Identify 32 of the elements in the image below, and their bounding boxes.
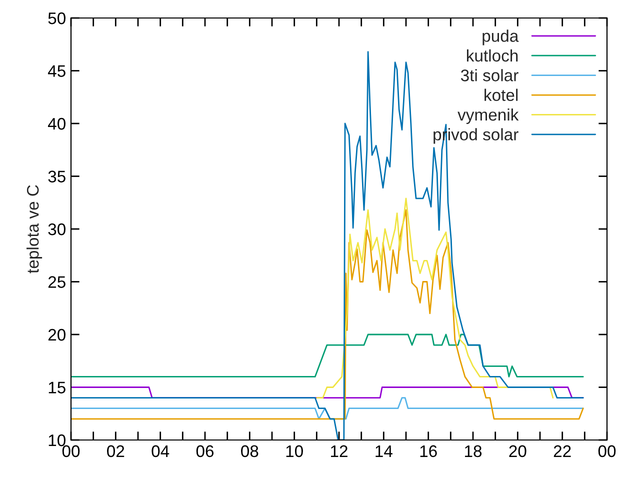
legend-label: 3ti solar [460, 69, 518, 82]
y-tick-label: 20 [48, 328, 66, 341]
y-tick-label: 15 [48, 382, 66, 394]
x-tick-label: 22 [554, 445, 571, 457]
x-tick-label: 16 [420, 445, 437, 458]
x-tick-label: 00 [598, 445, 616, 458]
legend-label: vymenik [458, 108, 519, 124]
line-series [71, 334, 584, 378]
x-tick-label: 00 [62, 445, 80, 458]
x-tick-label: 08 [241, 445, 258, 458]
y-axis-title: teplota ve C [26, 185, 42, 274]
legend-label: puda [482, 30, 519, 46]
legend-label: kutloch [466, 49, 518, 62]
y-tick-label: 40 [48, 118, 66, 130]
y-tick-label: 50 [48, 12, 66, 24]
x-tick-label: 14 [376, 445, 392, 457]
line-series [71, 209, 584, 420]
line-series [71, 51, 584, 440]
y-tick-label: 25 [48, 276, 66, 288]
x-tick-label: 04 [152, 445, 170, 458]
y-tick-label: 45 [48, 65, 66, 77]
line-series [316, 198, 554, 398]
x-tick-label: 02 [107, 445, 124, 458]
x-tick-label: 06 [196, 445, 214, 458]
x-tick-label: 10 [286, 445, 303, 458]
legend-label: kotel [484, 88, 518, 102]
x-tick-label: 18 [465, 445, 482, 458]
y-tick-label: 30 [48, 223, 66, 236]
y-tick-label: 10 [48, 434, 66, 446]
y-tick-label: 35 [48, 170, 66, 182]
x-tick-label: 12 [331, 445, 348, 457]
x-tick-label: 20 [509, 445, 526, 458]
